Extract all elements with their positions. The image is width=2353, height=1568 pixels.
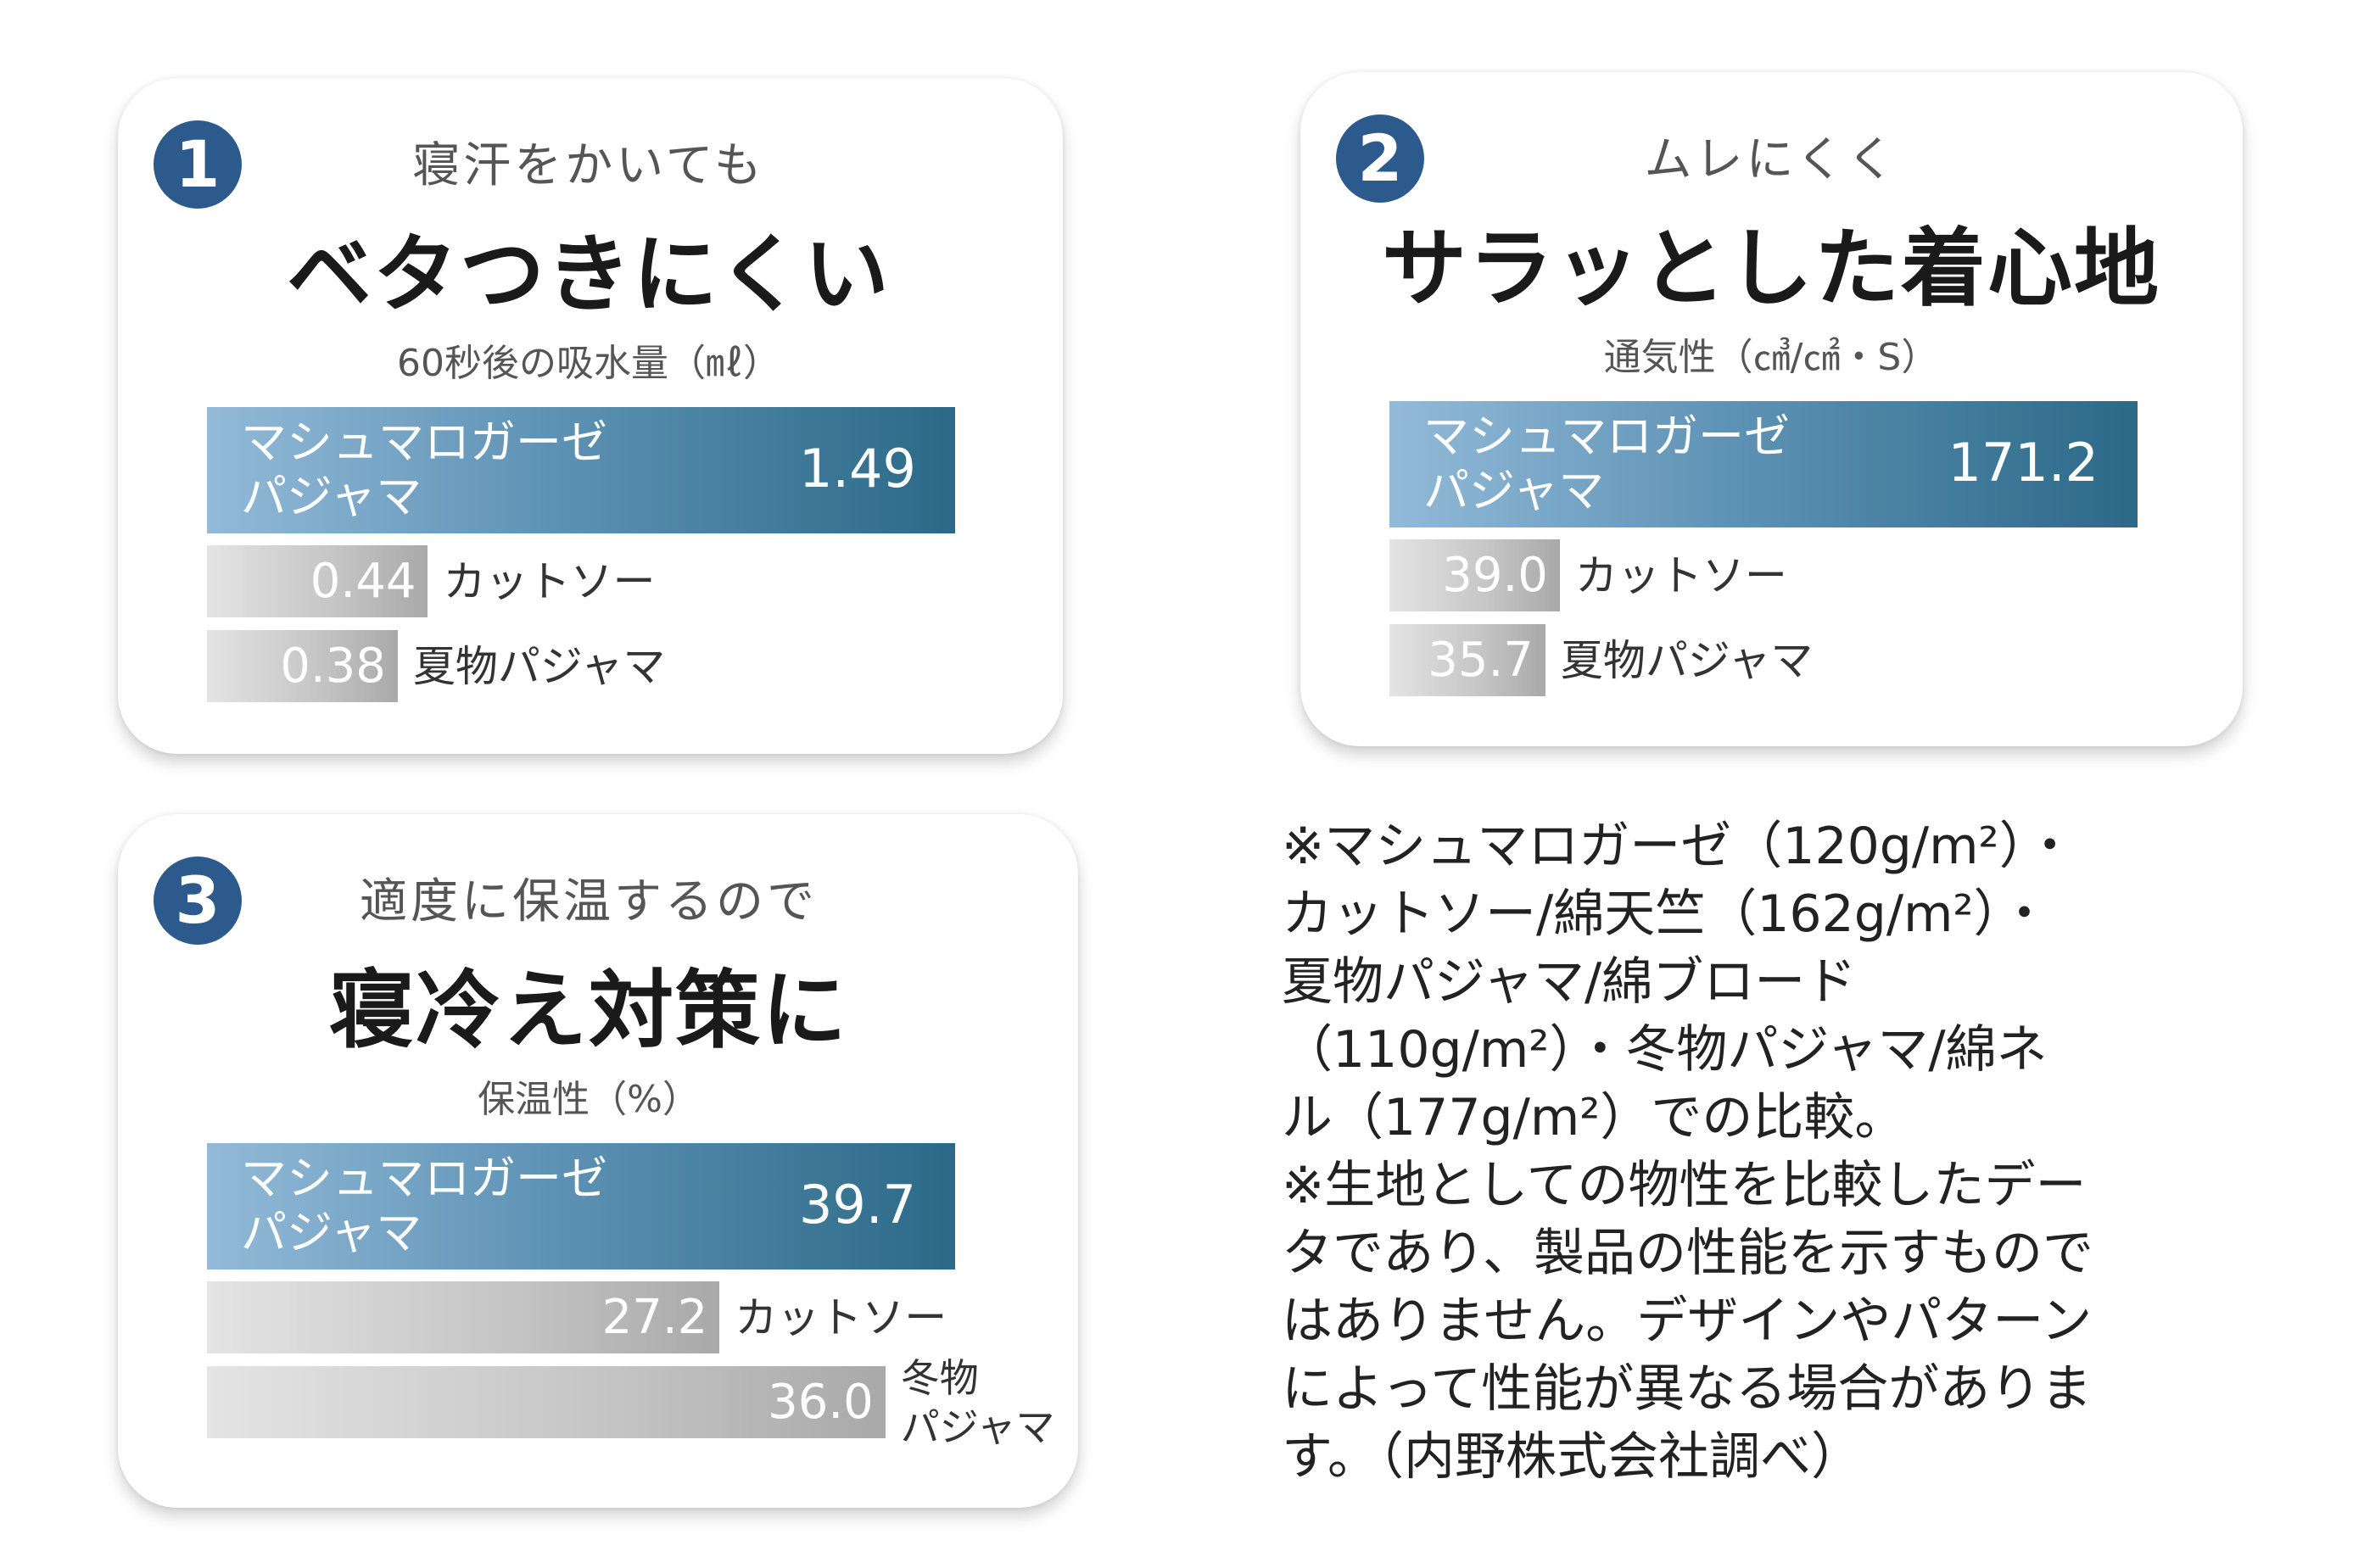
bar-row: 35.7 夏物パジャマ — [1389, 624, 1813, 696]
bar-comparison: 0.38 — [207, 630, 398, 702]
card-absorption: 1 寝汗をかいても ベタつきにくい 60秒後の吸水量（㎖） マシュマロガーゼ パ… — [118, 78, 1063, 754]
bar-row: 0.38 夏物パジャマ — [207, 630, 665, 702]
card-title: 寝冷え対策に — [329, 961, 848, 1060]
number-badge: 2 — [1336, 114, 1424, 203]
bar-category-label: カットソー — [443, 556, 656, 606]
bar-comparison: 35.7 — [1389, 624, 1545, 696]
card-warmth: 3 適度に保温するので 寝冷え対策に 保温性（%） マシュマロガーゼ パジャマ 3… — [118, 814, 1078, 1508]
card-subtitle: 適度に保温するので — [360, 874, 818, 929]
bar-comparison: 0.44 — [207, 545, 428, 617]
bar-value-label: 1.49 — [798, 438, 916, 499]
bar-category-label: 夏物パジャマ — [1560, 635, 1814, 685]
bar-category-label: マシュマロガーゼ パジャマ — [1423, 410, 1790, 517]
chart-title: 60秒後の吸水量（㎖） — [397, 342, 780, 385]
bar-highlight: マシュマロガーゼ パジャマ 39.7 — [207, 1143, 955, 1269]
bar-category-label: 夏物パジャマ — [412, 641, 666, 691]
card-title: サラッとした着心地 — [1382, 219, 2160, 318]
bar-value-label: 27.2 — [601, 1290, 708, 1345]
card-subtitle: 寝汗をかいても — [412, 138, 765, 193]
bar-comparison: 27.2 — [207, 1281, 720, 1353]
bar-row: 0.44 カットソー — [207, 545, 655, 617]
bar-value-label: 171.2 — [1948, 432, 2099, 494]
bar-highlight: マシュマロガーゼ パジャマ 1.49 — [207, 407, 955, 533]
bar-chart: マシュマロガーゼ パジャマ 39.7 27.2 カットソー 36.0 冬物 パジャマ — [207, 1143, 1055, 1499]
card-breathability: 2 ムレにくく サラッとした着心地 通気性（㎤/㎠・S） マシュマロガーゼ パジ… — [1300, 72, 2243, 746]
bar-value-label: 0.38 — [280, 639, 386, 694]
bar-row: 36.0 冬物 パジャマ — [207, 1355, 1055, 1450]
bar-category-label: カットソー — [735, 1292, 947, 1342]
card-title: ベタつきにくい — [287, 225, 891, 324]
bar-category-label: カットソー — [1574, 550, 1787, 600]
bar-value-label: 39.7 — [798, 1174, 916, 1236]
bar-category-label: マシュマロガーゼ パジャマ — [241, 1152, 607, 1259]
bar-chart: マシュマロガーゼ パジャマ 1.49 0.44 カットソー 0.38 夏物パジャマ — [207, 407, 1055, 763]
bar-value-label: 39.0 — [1442, 548, 1548, 603]
bar-chart: マシュマロガーゼ パジャマ 171.2 39.0 カットソー 35.7 夏物パジャマ — [1389, 401, 2238, 757]
bar-category-label: 冬物 パジャマ — [900, 1354, 1055, 1450]
bar-comparison: 39.0 — [1389, 539, 1560, 611]
footnotes: ※マシュマロガーゼ（120g/m²）・ カットソー/綿天竺（162g/m²）・ … — [1282, 817, 2093, 1487]
card-subtitle: ムレにくく — [1644, 132, 1898, 187]
number-badge: 1 — [154, 120, 242, 209]
bar-highlight: マシュマロガーゼ パジャマ 171.2 — [1389, 401, 2138, 527]
bar-row: 27.2 カットソー — [207, 1281, 947, 1353]
bar-category-label: マシュマロガーゼ パジャマ — [241, 416, 607, 523]
bar-comparison: 36.0 — [207, 1366, 886, 1438]
bar-value-label: 36.0 — [768, 1375, 874, 1430]
bar-value-label: 0.44 — [310, 554, 416, 609]
chart-title: 保温性（%） — [478, 1078, 700, 1121]
bar-row: 39.0 カットソー — [1389, 539, 1787, 611]
chart-title: 通気性（㎤/㎠・S） — [1603, 336, 1939, 379]
bar-value-label: 35.7 — [1428, 633, 1534, 688]
number-badge: 3 — [154, 857, 242, 945]
